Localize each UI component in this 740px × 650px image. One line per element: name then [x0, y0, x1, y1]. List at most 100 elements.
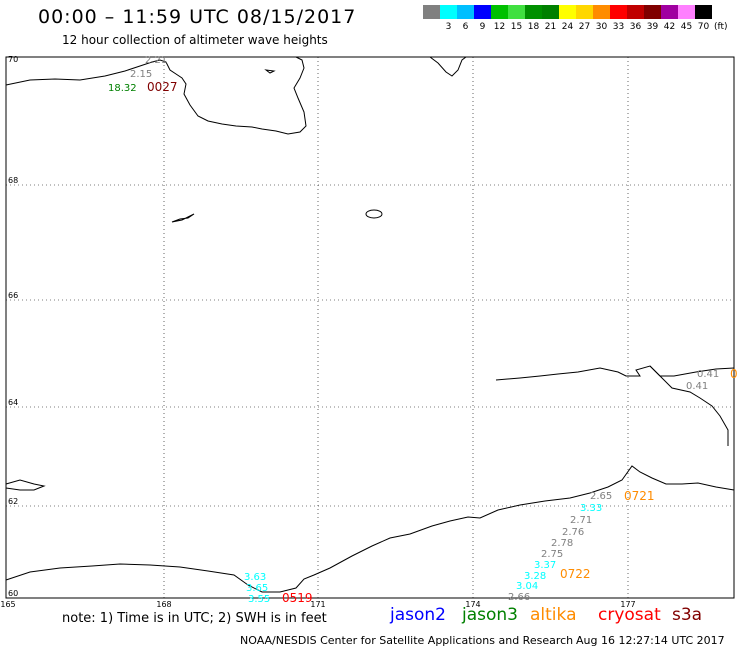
- obs-label: 0722: [560, 567, 591, 581]
- lon-label-174: 174: [465, 600, 480, 609]
- island-north-tiny: [264, 69, 276, 74]
- scale-label: 24: [561, 22, 574, 32]
- obs-label: 3.04: [516, 581, 538, 592]
- obs-label: 2.78: [551, 538, 573, 549]
- obs-label: 3.37: [534, 560, 556, 571]
- coastline-east-right: [649, 365, 729, 446]
- scale-step: 9: [474, 5, 491, 32]
- scale-swatch: [491, 5, 508, 19]
- scale-swatch: [627, 5, 644, 19]
- scale-label: 70: [697, 22, 710, 32]
- obs-label: 0027: [147, 80, 178, 94]
- obs-label: 0.41: [697, 369, 719, 380]
- scale-step: 33: [610, 5, 627, 32]
- scale-step: 42: [661, 5, 678, 32]
- coastline-north: [5, 56, 307, 135]
- obs-label: 18.32: [108, 83, 137, 94]
- scale-step: [423, 5, 440, 32]
- obs-label: 3.28: [524, 571, 546, 582]
- lat-label-70: 70: [8, 55, 18, 64]
- lon-label-168: 168: [156, 600, 171, 609]
- obs-label: 0721: [624, 489, 655, 503]
- legend-altika: altika: [530, 605, 577, 625]
- map-frame: [5, 56, 735, 599]
- scale-step: 18: [525, 5, 542, 32]
- footer-credit: NOAA/NESDIS Center for Satellite Applica…: [240, 634, 574, 647]
- scale-step: 6: [457, 5, 474, 32]
- scale-step: 39: [644, 5, 661, 32]
- island-small-west: [171, 213, 195, 223]
- obs-label: 0519: [282, 591, 313, 605]
- coastline-north-east: [429, 56, 467, 77]
- scale-swatch: [559, 5, 576, 19]
- obs-label: 2.75: [541, 549, 563, 560]
- chart-title: 00:00 – 11:59 UTC 08/15/2017: [38, 6, 357, 28]
- obs-label: 3.63: [244, 572, 266, 583]
- lat-label-60: 60: [8, 589, 18, 598]
- scale-swatch: [576, 5, 593, 19]
- scale-swatch: [678, 5, 695, 19]
- scale-label: 39: [646, 22, 659, 32]
- scale-step: 27: [576, 5, 593, 32]
- scale-label: 27: [578, 22, 591, 32]
- scale-label: 9: [479, 22, 486, 32]
- islands: [5, 69, 383, 491]
- obs-label: 0: [730, 367, 738, 381]
- lon-label-177: 177: [620, 600, 635, 609]
- scale-swatch: [474, 5, 491, 19]
- scale-swatch: [542, 5, 559, 19]
- scale-swatch: [644, 5, 661, 19]
- observations: 2.21 2.15 18.32 0027 0.41 0.41 0 2.65 07…: [108, 55, 738, 605]
- wave-height-color-scale: 3 6 9 12 15 18 21 24 27 30 33 36 39 42 45 70: [423, 5, 712, 32]
- legend-cryosat: cryosat: [598, 605, 661, 625]
- chart-subtitle: 12 hour collection of altimeter wave hei…: [62, 33, 328, 47]
- obs-label: 0.41: [686, 381, 708, 392]
- scale-swatch: [661, 5, 678, 19]
- scale-step: 3: [440, 5, 457, 32]
- scale-swatch: [508, 5, 525, 19]
- lon-label-165: 165: [0, 600, 15, 609]
- lon-label-171: 171: [310, 600, 325, 609]
- scale-label: 18: [527, 22, 540, 32]
- footer-note: note: 1) Time is in UTC; 2) SWH is in fe…: [62, 611, 327, 626]
- obs-label: 2.21: [145, 55, 167, 66]
- scale-swatch: [440, 5, 457, 19]
- lat-label-66: 66: [8, 291, 18, 300]
- obs-label: 2.15: [130, 69, 152, 80]
- scale-label: 30: [595, 22, 608, 32]
- lat-label-68: 68: [8, 176, 18, 185]
- obs-label: 2.76: [562, 527, 584, 538]
- obs-label: 2.65: [590, 491, 612, 502]
- obs-label: 2.66: [508, 592, 530, 603]
- legend-s3a: s3a: [672, 605, 703, 625]
- scale-label: 3: [445, 22, 452, 32]
- lon-labels: 165 168 171 174 177: [0, 600, 635, 609]
- scale-label: 15: [510, 22, 523, 32]
- scale-step: 45: [678, 5, 695, 32]
- obs-label: 2.71: [570, 515, 592, 526]
- scale-label: 33: [612, 22, 625, 32]
- scale-label: 12: [493, 22, 506, 32]
- scale-label: 42: [663, 22, 676, 32]
- scale-step: 15: [508, 5, 525, 32]
- scale-label: 36: [629, 22, 642, 32]
- scale-swatch: [695, 5, 712, 19]
- scale-label: 6: [462, 22, 469, 32]
- scale-swatch: [593, 5, 610, 19]
- scale-label: 45: [680, 22, 693, 32]
- coastlines: [5, 56, 735, 593]
- scale-swatch: [525, 5, 542, 19]
- coastline-east-upper: [495, 365, 735, 381]
- scale-step: 36: [627, 5, 644, 32]
- scale-step: 30: [593, 5, 610, 32]
- scale-step: 24: [559, 5, 576, 32]
- legend-jason3: jason3: [462, 605, 518, 625]
- scale-step: 12: [491, 5, 508, 32]
- scale-swatch: [457, 5, 474, 19]
- scale-label: 21: [544, 22, 557, 32]
- scale-unit: (ft): [714, 22, 728, 32]
- obs-label: 3.55: [248, 594, 270, 605]
- lat-label-62: 62: [8, 497, 18, 506]
- lat-label-64: 64: [8, 398, 18, 407]
